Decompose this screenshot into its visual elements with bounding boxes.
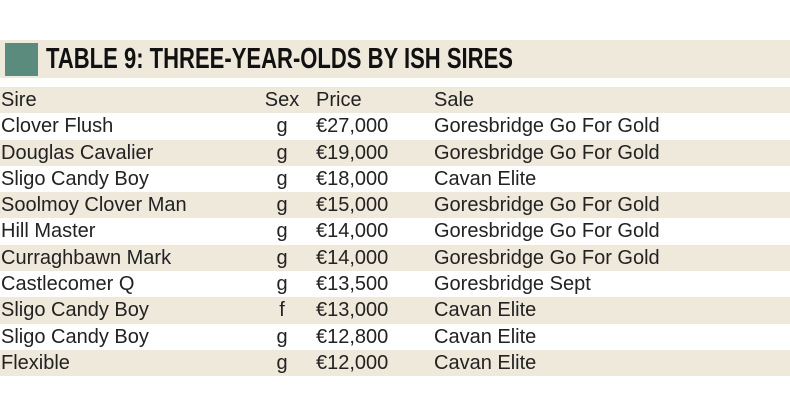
table-cell: Cavan Elite xyxy=(434,351,537,374)
column-header: Sale xyxy=(434,89,475,111)
table-cell: Flexible xyxy=(1,351,70,374)
table-row: Sligo Candy Boy g €12,800 Cavan Elite xyxy=(0,324,790,350)
table-cell: g xyxy=(276,141,288,164)
table-cell: Goresbridge Go For Gold xyxy=(434,220,660,243)
table-cell: Castlecomer Q xyxy=(1,273,135,296)
table-cell: Cavan Elite xyxy=(434,325,537,348)
table-cell: Goresbridge Sept xyxy=(434,273,591,296)
table-cell: g xyxy=(276,115,288,138)
table-row: Soolmoy Clover Man g €15,000 Goresbridge Go… xyxy=(0,192,790,219)
table-cell: g xyxy=(276,220,288,243)
table-cell: g xyxy=(276,167,288,190)
table-cell: Sligo Candy Boy xyxy=(1,325,149,348)
table-cell: €19,000 xyxy=(316,141,389,164)
table-row: Flexible g €12,000 Cavan Elite xyxy=(0,349,790,377)
table-row: Clover Flush g €27,000 Goresbridge Go For G… xyxy=(0,113,790,139)
table-cell: Curraghbawn Mark xyxy=(1,246,172,269)
table-cell: f xyxy=(279,299,285,322)
column-header: Sex xyxy=(264,89,300,111)
table-cell: €27,000 xyxy=(316,115,389,138)
table-cell: Goresbridge Go For Gold xyxy=(434,141,660,164)
column-header: Sire xyxy=(1,89,37,111)
table-cell: Goresbridge Go For Gold xyxy=(434,194,660,217)
table-cell: €15,000 xyxy=(316,194,389,217)
table-cell: €14,000 xyxy=(316,220,389,243)
table-row: Castlecomer Q g €13,500 Goresbridge Sept xyxy=(0,271,790,297)
title: TABLE 9: THREE-YEAR-OLDS BY ISH SIRES xyxy=(46,43,513,75)
table-cell: €13,000 xyxy=(316,299,389,322)
table: Sire Sex Price Sale Clover Flush g €27,000 Gore… xyxy=(0,87,790,377)
title-icon xyxy=(5,43,38,76)
table-cell: Sligo Candy Boy xyxy=(1,299,149,322)
table-cell: g xyxy=(276,273,288,296)
table-row: Douglas Cavalier g €19,000 Goresbridge Go F… xyxy=(0,139,790,166)
table-cell: Cavan Elite xyxy=(434,299,537,322)
table-cell: €18,000 xyxy=(316,167,389,190)
table-row: Hill Master g €14,000 Goresbridge Go For Go… xyxy=(0,218,790,244)
table-cell: Sligo Candy Boy xyxy=(1,167,149,190)
table-cell: Douglas Cavalier xyxy=(1,141,154,164)
table-cell: €14,000 xyxy=(316,246,389,269)
title-bar: TABLE 9: THREE-YEAR-OLDS BY ISH SIRES xyxy=(0,40,790,78)
table-cell: Clover Flush xyxy=(1,115,114,138)
table-cell: Goresbridge Go For Gold xyxy=(434,115,660,138)
table-cell: Cavan Elite xyxy=(434,167,537,190)
table-cell: g xyxy=(276,351,288,374)
header-row: Sire Sex Price Sale xyxy=(0,87,790,114)
table-cell: Goresbridge Go For Gold xyxy=(434,246,660,269)
table-cell: g xyxy=(276,246,288,269)
table-cell: g xyxy=(276,325,288,348)
table-row: Sligo Candy Boy f €13,000 Cavan Elite xyxy=(0,297,790,324)
column-header: Price xyxy=(316,89,362,111)
table-row: Sligo Candy Boy g €18,000 Cavan Elite xyxy=(0,166,790,192)
table-cell: g xyxy=(276,194,288,217)
table-cell: Hill Master xyxy=(1,220,96,243)
table-row: Curraghbawn Mark g €14,000 Goresbridge Go F… xyxy=(0,244,790,272)
table-cell: €12,800 xyxy=(316,325,389,348)
table-cell: Soolmoy Clover Man xyxy=(1,194,187,217)
table-cell: €12,000 xyxy=(316,351,389,374)
table-cell: €13,500 xyxy=(316,273,389,296)
